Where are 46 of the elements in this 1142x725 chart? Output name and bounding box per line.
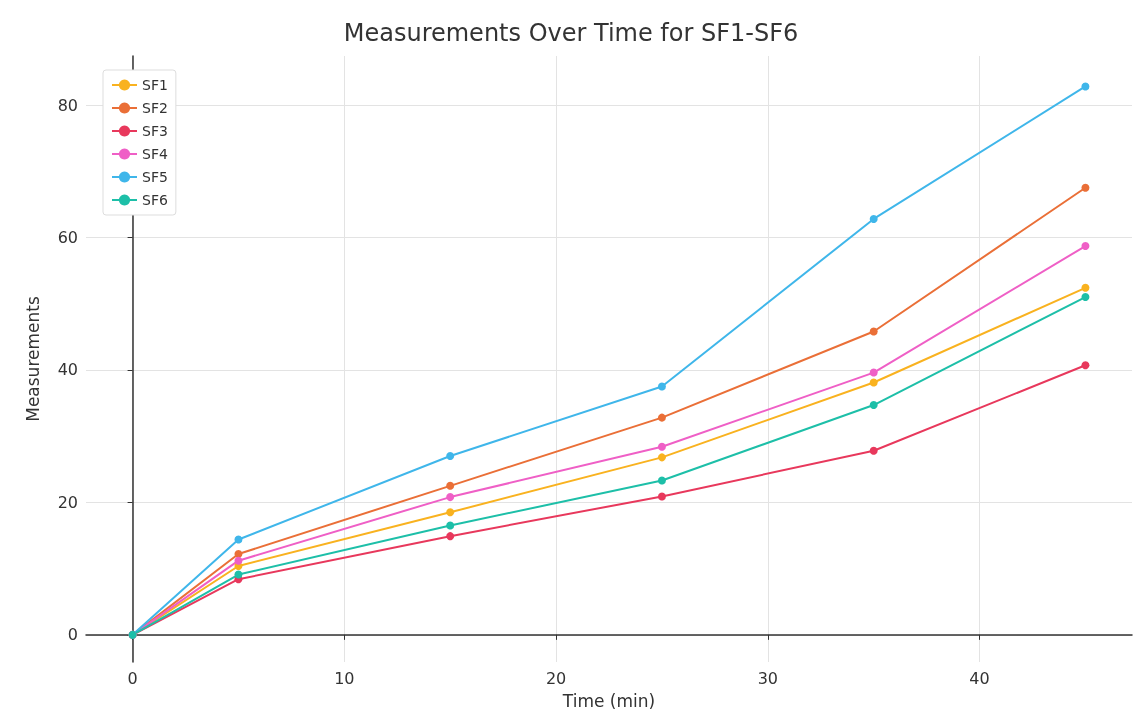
chart-title: Measurements Over Time for SF1-SF6 <box>343 19 799 47</box>
legend-label: SF6 <box>142 192 168 208</box>
point <box>869 327 878 336</box>
y-tick-label: 20 <box>57 492 78 512</box>
point <box>446 521 455 530</box>
point <box>657 492 666 501</box>
point <box>869 368 878 377</box>
point <box>446 508 455 517</box>
point <box>1081 293 1090 302</box>
x-tick-label: 0 <box>127 668 138 688</box>
point <box>1081 361 1090 370</box>
legend-label: SF1 <box>142 77 168 93</box>
point <box>869 401 878 410</box>
point <box>657 413 666 422</box>
point <box>234 535 243 544</box>
point <box>869 378 878 387</box>
point <box>657 442 666 451</box>
y-tick-label: 80 <box>57 95 78 115</box>
x-tick-label: 20 <box>545 668 567 688</box>
point <box>446 481 455 490</box>
legend-label: SF5 <box>142 169 168 185</box>
point <box>234 556 243 565</box>
point <box>446 493 455 502</box>
point <box>1081 82 1090 91</box>
y-tick-label: 0 <box>67 625 78 645</box>
legend-label: SF2 <box>142 100 168 116</box>
y-tick-label: 60 <box>57 227 78 247</box>
point <box>1081 183 1090 192</box>
point <box>1081 283 1090 292</box>
point <box>446 532 455 541</box>
y-tick-label: 40 <box>57 360 78 380</box>
point <box>869 214 878 223</box>
x-tick-label: 10 <box>334 668 355 688</box>
x-tick-label: 40 <box>969 668 990 688</box>
x-axis-title: Time (min) <box>561 690 656 711</box>
point <box>657 453 666 462</box>
point <box>446 452 455 461</box>
legend-label: SF3 <box>142 123 168 139</box>
legend-label: SF4 <box>142 146 168 162</box>
y-axis-title: Measurements <box>22 296 43 422</box>
point <box>657 476 666 485</box>
point <box>1081 242 1090 251</box>
x-tick-label: 30 <box>757 668 778 688</box>
point <box>657 382 666 391</box>
point <box>869 446 878 455</box>
point <box>234 570 243 579</box>
